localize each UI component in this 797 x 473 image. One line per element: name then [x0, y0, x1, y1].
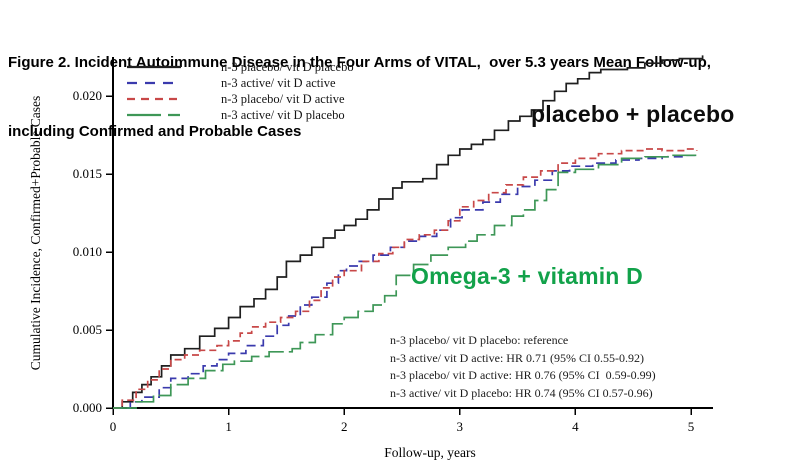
curve-label-omega3-vitamin-d: Omega-3 + vitamin D — [411, 263, 643, 289]
legend-item-n3-placebo-vitd-placebo: n-3 placebo/ vit D placebo — [127, 59, 354, 75]
legend: n-3 placebo/ vit D placebo n-3 active/ vi… — [127, 59, 354, 123]
x-tick-label: 2 — [341, 419, 348, 434]
legend-line-sample — [127, 113, 181, 117]
legend-line-sample — [127, 65, 181, 69]
y-tick-label: 0.000 — [73, 400, 102, 415]
series-n3-placebo-vitd-placebo — [113, 55, 704, 409]
hazard-ratio-annotations: n-3 placebo/ vit D placebo: reference n-3… — [390, 332, 656, 402]
y-tick-label: 0.020 — [73, 88, 102, 103]
y-tick-label: 0.015 — [73, 166, 102, 181]
legend-line-sample — [127, 97, 181, 101]
legend-label: n-3 active/ vit D placebo — [221, 107, 345, 122]
legend-line-sample — [127, 81, 181, 85]
hr-note-line: n-3 active/ vit D placebo: HR 0.74 (95% … — [390, 385, 653, 400]
x-tick-label: 0 — [110, 419, 117, 434]
legend-label: n-3 placebo/ vit D placebo — [221, 59, 354, 74]
legend-item-n3-active-vitd-placebo: n-3 active/ vit D placebo — [127, 107, 354, 123]
hr-note-line: n-3 active/ vit D active: HR 0.71 (95% C… — [390, 350, 644, 365]
hr-note-line: n-3 placebo/ vit D placebo: reference — [390, 333, 569, 347]
x-tick-label: 1 — [225, 419, 232, 434]
x-tick-label: 3 — [457, 419, 464, 434]
figure-title-line1: Figure 2. Incident Autoimmune Disease in… — [8, 54, 711, 71]
series-n3-active-vitd-active — [113, 153, 698, 409]
curve-label-placebo-placebo: placebo + placebo — [531, 101, 735, 127]
legend-label: n-3 active/ vit D active — [221, 75, 336, 90]
y-axis-title: Cumulative Incidence, Confirmed+Probable… — [28, 96, 43, 371]
x-tick-label: 4 — [572, 419, 579, 434]
y-tick-label: 0.005 — [73, 322, 102, 337]
legend-item-n3-active-vitd-active: n-3 active/ vit D active — [127, 75, 354, 91]
x-tick-label: 5 — [688, 419, 695, 434]
legend-item-n3-placebo-vitd-active: n-3 placebo/ vit D active — [127, 91, 354, 107]
hr-note-line: n-3 placebo/ vit D active: HR 0.76 (95% … — [390, 368, 656, 382]
series-n3-active-vitd-placebo — [113, 153, 698, 409]
y-tick-label: 0.010 — [73, 244, 102, 259]
figure-title: Figure 2. Incident Autoimmune Disease in… — [8, 5, 711, 189]
x-axis-title: Follow-up, years — [384, 445, 476, 460]
legend-label: n-3 placebo/ vit D active — [221, 91, 345, 106]
series-n3-placebo-vitd-active — [113, 148, 698, 409]
figure-title-line2: including Confirmed and Probable Cases — [8, 123, 302, 140]
